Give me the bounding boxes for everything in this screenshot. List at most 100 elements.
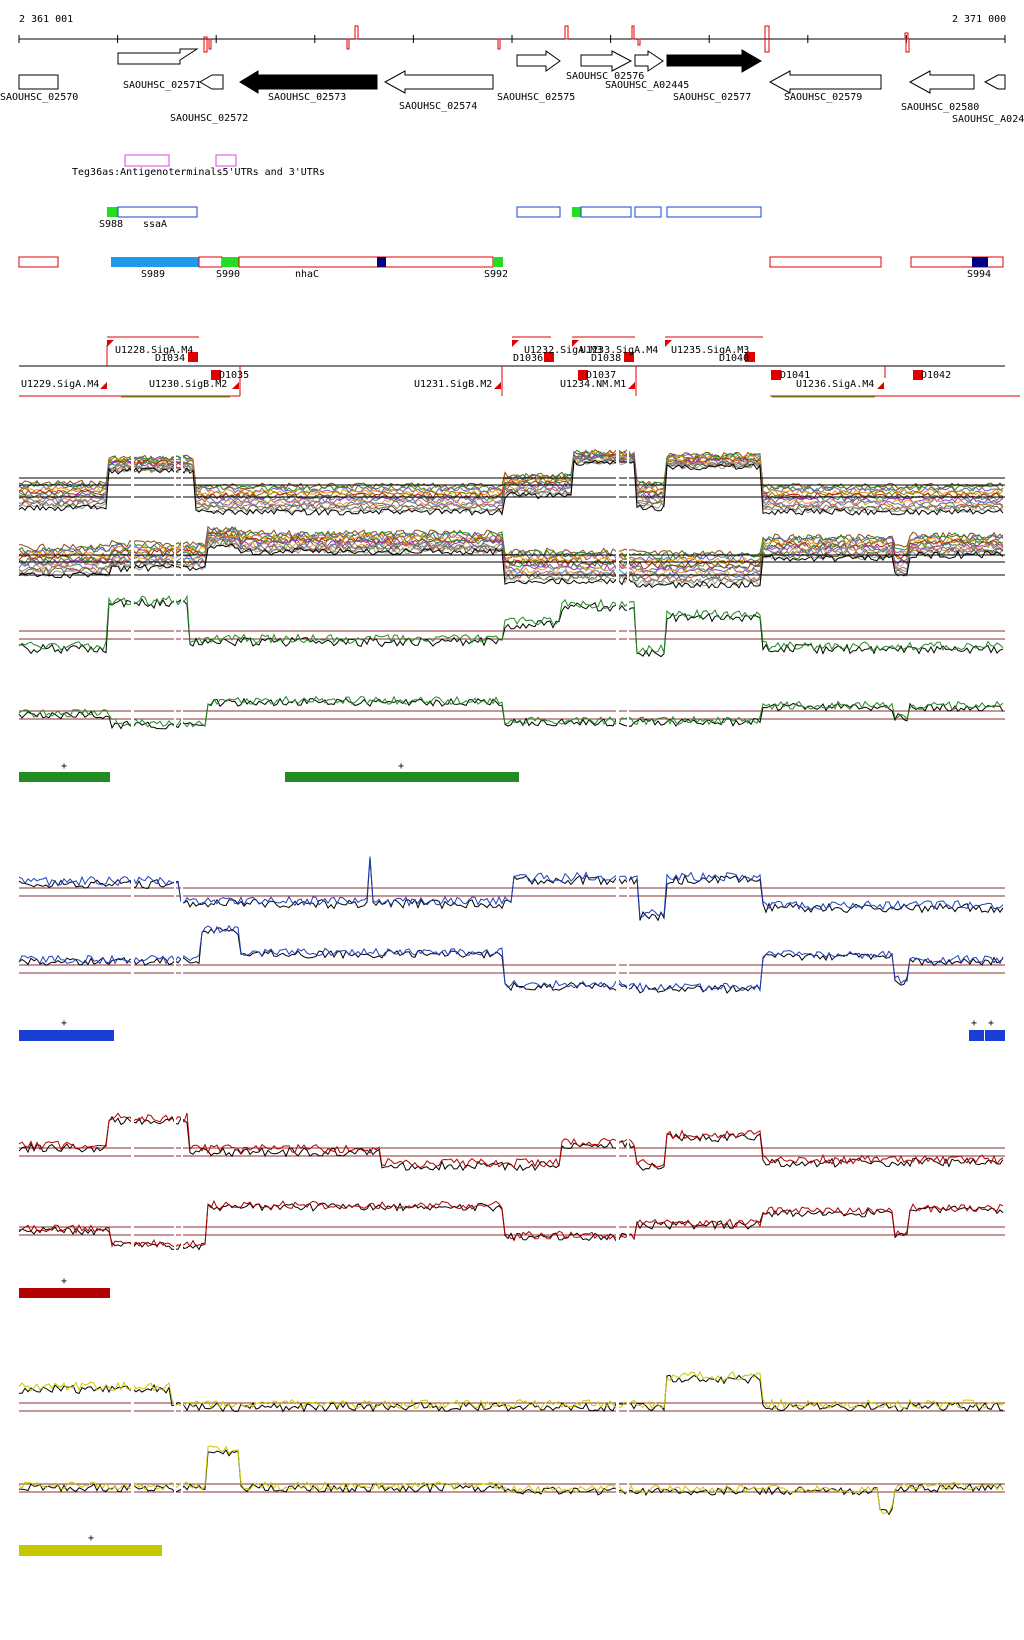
tu-label: U1230.SigB.M2 [149, 379, 227, 390]
terminator-D1040[interactable] [745, 352, 755, 362]
gene-label: SAOUHSC_02576 [566, 71, 644, 82]
feature-ssaA[interactable] [117, 206, 198, 218]
gene-label: SAOUHSC_02579 [784, 92, 862, 103]
transcription-unit-track: U1228.SigA.M4 U1229.SigA.M4 U1230.SigB.M… [19, 336, 1020, 398]
terminator-D1038[interactable] [624, 352, 634, 362]
feature-S994[interactable] [972, 257, 988, 267]
gene-SAOUHSC_02574[interactable] [383, 70, 494, 94]
utr-label: Teg36as:Antigenoterminals5'UTRs and 3'UT… [72, 167, 325, 178]
terminator-label: D1037 [586, 370, 616, 381]
ruler-marks [203, 25, 910, 53]
feature-S988[interactable] [107, 207, 118, 217]
feature-nhaC[interactable] [238, 256, 494, 268]
feature-box[interactable] [198, 256, 223, 268]
feature-box[interactable] [377, 257, 386, 267]
segment-bar-blue[interactable] [19, 1030, 114, 1041]
gene-SAOUHSC_02575[interactable] [516, 50, 561, 72]
terminator-D1034[interactable] [188, 352, 198, 362]
gene-SAOUHSC_02579[interactable] [768, 70, 882, 94]
expression-panel-green [18, 594, 1005, 730]
feature-S992[interactable] [493, 257, 503, 267]
gene-label: SAOUHSC_A02445 [605, 80, 689, 91]
feature-label: S989 [141, 269, 165, 280]
gene-label: SAOUHSC_02572 [170, 113, 248, 124]
segment-bar-green[interactable] [19, 772, 110, 782]
gene-SAOUHSC_02572[interactable] [199, 74, 224, 90]
tu-label: U1231.SigB.M2 [414, 379, 492, 390]
gene-track [18, 48, 1006, 94]
segment-plus: + [88, 1533, 94, 1544]
feature-S989[interactable] [111, 257, 199, 267]
gene-SAOUHSC_A024[interactable] [983, 74, 1006, 90]
feature-label: nhaC [295, 269, 319, 280]
terminator-label: D1042 [921, 370, 951, 381]
terminator-label: D1034 [155, 353, 185, 364]
gene-SAOUHSC_02576[interactable] [580, 50, 633, 72]
gene-SAOUHSC_02573[interactable] [239, 70, 378, 94]
coordinate-ruler: 2 361 001 2 371 000 [18, 14, 1006, 53]
feature-S990[interactable] [222, 257, 239, 267]
utr-track: Teg36as:Antigenoterminals5'UTRs and 3'UT… [72, 154, 325, 178]
tu-label: U1228.SigA.M4 [115, 345, 193, 356]
feature-box[interactable] [516, 206, 561, 218]
gene-label: SAOUHSC_02573 [268, 92, 346, 103]
expression-panel-yellow [18, 1371, 1005, 1516]
terminator-D1041[interactable] [771, 370, 781, 380]
gene-SAOUHSC_02570[interactable] [18, 74, 59, 90]
tu-label: U1229.SigA.M4 [21, 379, 99, 390]
terminator-label: D1036 [513, 353, 543, 364]
terminator-label: D1041 [780, 370, 810, 381]
terminator-D1036[interactable] [544, 352, 554, 362]
expression-profiles-multicondition [18, 448, 1005, 589]
segment-bar-yellow[interactable] [19, 1545, 162, 1556]
segment-bar-blue[interactable] [985, 1030, 1005, 1041]
gene-label: SAOUHSC_02580 [901, 102, 979, 113]
feature-box[interactable] [580, 206, 632, 218]
utr-box[interactable] [124, 154, 170, 167]
segment-plus: + [988, 1018, 994, 1029]
gene-SAOUHSC_02571[interactable] [117, 48, 199, 65]
tu-label: U1232.SigA.M3 [524, 345, 602, 356]
gene-SAOUHSC_02577[interactable] [666, 49, 762, 73]
feature-box[interactable] [18, 256, 59, 268]
feature-box[interactable] [634, 206, 662, 218]
terminator-D1035[interactable] [211, 370, 221, 380]
terminator-label: D1040 [719, 353, 749, 364]
expression-panel-blue [18, 856, 1005, 994]
segment-plus: + [398, 761, 404, 772]
gene-label: SAOUHSC_02570 [0, 92, 78, 103]
feature-label: ssaA [143, 219, 167, 230]
segment-bar-blue[interactable] [969, 1030, 984, 1041]
gene-label: SAOUHSC_02575 [497, 92, 575, 103]
gene-label: SAOUHSC_02577 [673, 92, 751, 103]
feature-label: S990 [216, 269, 240, 280]
gene-SAOUHSC_02580[interactable] [908, 70, 975, 94]
gene-SAOUHSC_A02445[interactable] [634, 50, 664, 72]
tu-label: U1235.SigA.M3 [671, 345, 749, 356]
tu-label: U1233.SigA.M4 [580, 345, 658, 356]
terminator-D1042[interactable] [913, 370, 923, 380]
feature-box[interactable] [666, 206, 762, 218]
segment-bar-green[interactable] [285, 772, 519, 782]
terminator-D1037[interactable] [578, 370, 588, 380]
tu-label: U1234.NM.M1 [560, 379, 626, 390]
coordinate-end: 2 371 000 [952, 14, 1006, 25]
feature-label: S992 [484, 269, 508, 280]
expression-panel-red [18, 1112, 1005, 1251]
terminator-label: D1038 [591, 353, 621, 364]
segment-bars: + + + + + + + [19, 761, 1005, 1556]
segment-bar-red[interactable] [19, 1288, 110, 1298]
feature-label: S988 [99, 219, 123, 230]
segment-plus: + [61, 1276, 67, 1287]
gene-labels: SAOUHSC_02570 SAOUHSC_02571 SAOUHSC_0257… [0, 71, 1024, 125]
utr-box[interactable] [215, 154, 237, 167]
coordinate-start: 2 361 001 [19, 14, 73, 25]
gene-label: SAOUHSC_A024 [952, 114, 1024, 125]
feature-box[interactable] [910, 256, 1004, 268]
feature-box[interactable] [769, 256, 882, 268]
tu-label: U1236.SigA.M4 [796, 379, 874, 390]
feature-box[interactable] [572, 207, 581, 217]
segment-plus: + [971, 1018, 977, 1029]
terminator-label: D1035 [219, 370, 249, 381]
